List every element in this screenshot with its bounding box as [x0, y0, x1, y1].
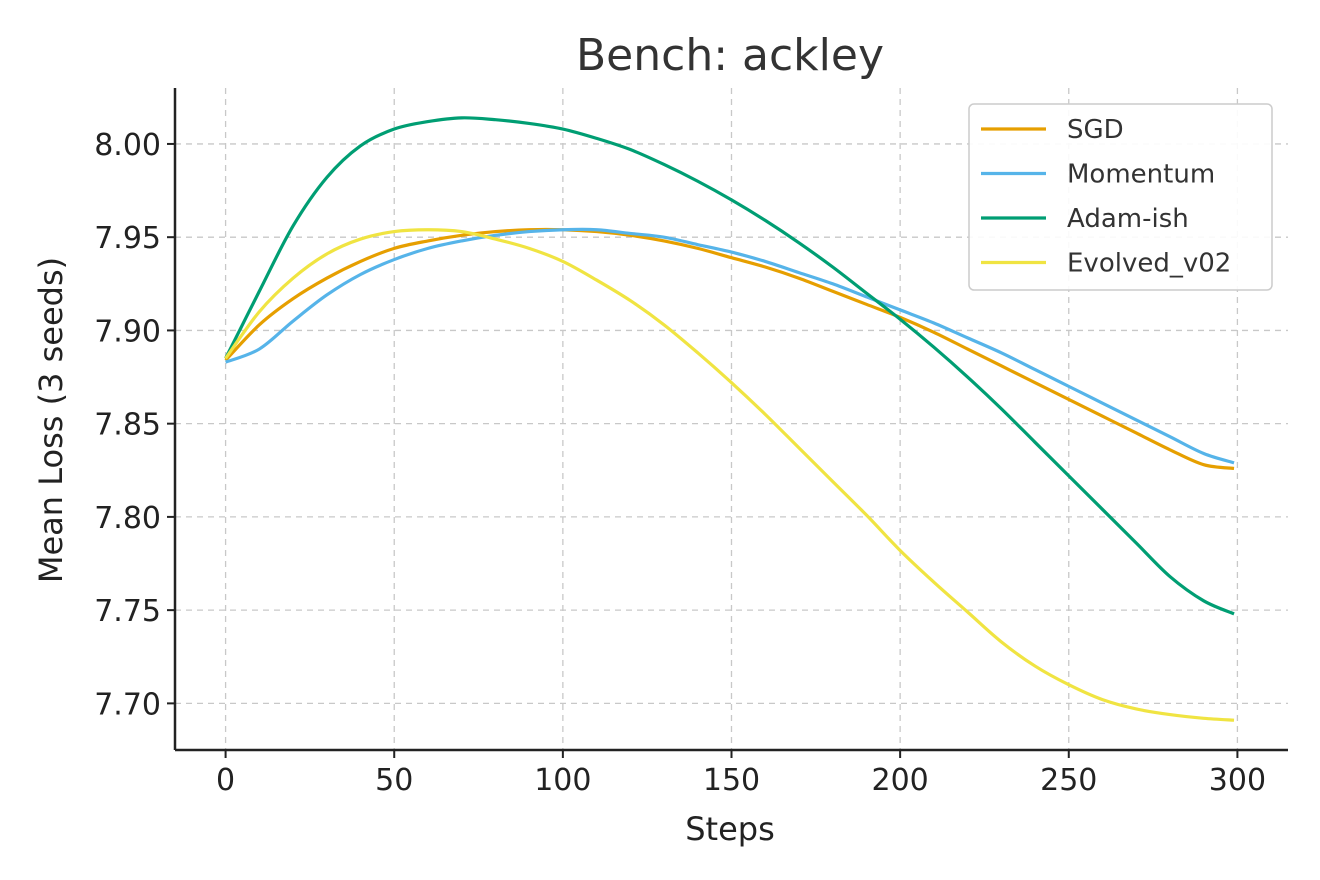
- legend-box: [968, 103, 1273, 291]
- x-axis-label: Steps: [685, 810, 775, 848]
- y-tick-label: 7.80: [94, 501, 161, 536]
- y-tick-label: 8.00: [94, 128, 161, 163]
- y-tick-label: 7.85: [94, 408, 161, 443]
- legend-label-momentum: Momentum: [1067, 160, 1215, 190]
- y-axis-label: Mean Loss (3 seeds): [32, 257, 70, 583]
- x-tick-label: 300: [1209, 763, 1266, 798]
- x-tick-label: 100: [534, 763, 591, 798]
- legend-label-sgd: SGD: [1067, 115, 1124, 145]
- series-line-momentum: [225, 227, 1235, 465]
- series-line-sgd: [224, 227, 1235, 471]
- x-tick-label: 150: [703, 763, 760, 798]
- x-tick-label: 50: [375, 763, 413, 798]
- ticks: 0 50 100 150 200 250 300 7.70 7.75 7.80 7.85 7.90 7.…: [94, 128, 1266, 798]
- series-line-evolved-v02: [224, 228, 1235, 722]
- legend-label-adam-ish: Adam-ish: [1067, 204, 1189, 234]
- series-lines: [224, 116, 1235, 722]
- y-tick-label: 7.70: [94, 687, 161, 722]
- x-tick-label: 200: [872, 763, 929, 798]
- y-tick-label: 7.75: [94, 594, 161, 629]
- y-tick-label: 7.95: [94, 221, 161, 256]
- series-line-adam-ish: [224, 116, 1235, 616]
- legend: SGD Momentum Adam-ish Evolved_v02: [968, 103, 1273, 291]
- chart-title: Bench: ackley: [576, 30, 884, 81]
- x-tick-label: 250: [1040, 763, 1097, 798]
- y-tick-label: 7.90: [94, 314, 161, 349]
- legend-label-evolved-v02: Evolved_v02: [1067, 249, 1231, 279]
- x-tick-label: 0: [216, 763, 235, 798]
